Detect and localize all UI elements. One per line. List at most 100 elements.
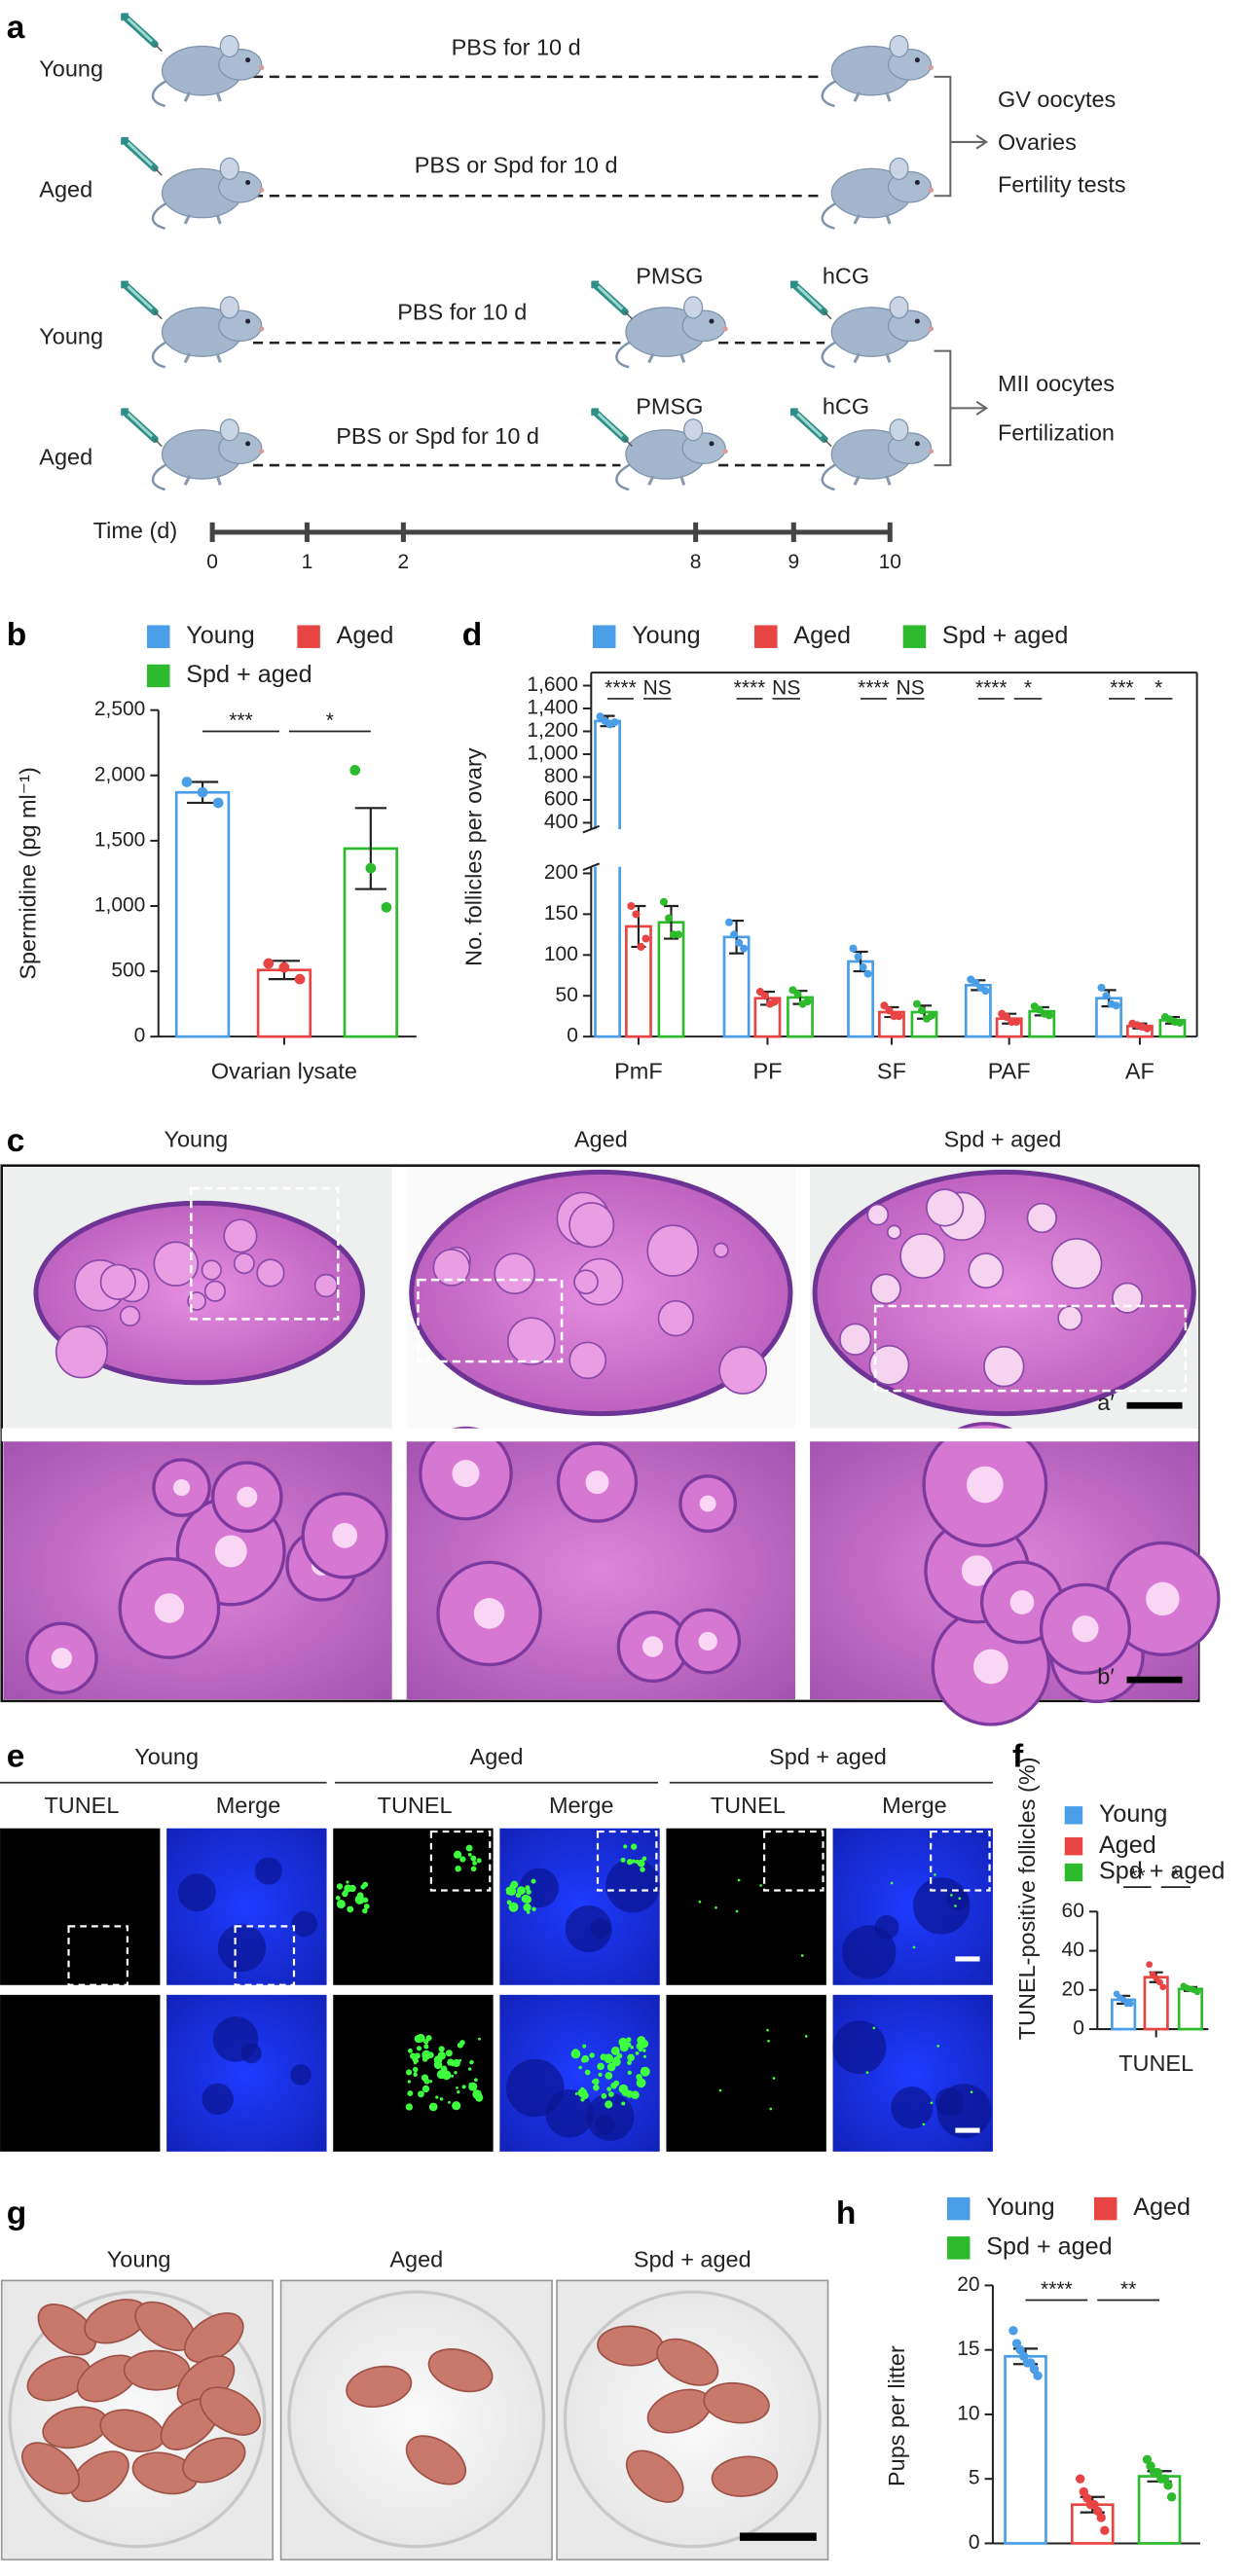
- column-label: Spd + aged: [634, 2246, 751, 2271]
- follicle: [657, 1299, 695, 1337]
- legend-label: Spd + aged: [986, 2232, 1112, 2260]
- tunel-signal: [934, 1873, 936, 1876]
- legend-swatch: [902, 625, 927, 648]
- tunel-signal: [440, 2065, 448, 2073]
- panel-label: c: [7, 1123, 25, 1159]
- tunel-signal: [457, 2089, 460, 2094]
- legend-label: Young: [632, 622, 700, 649]
- tunel-signal: [338, 1886, 342, 1890]
- panel-g: g Young Aged Spd + aged: [0, 2195, 829, 2561]
- fluorescence-image: [666, 1994, 826, 2152]
- mouse-icon: [614, 295, 730, 369]
- tunel-signal: [912, 1945, 916, 1949]
- follicle-outline: [177, 1873, 216, 1912]
- follicle: [1050, 1238, 1103, 1289]
- data-point: [675, 930, 683, 939]
- pup: [656, 2338, 719, 2386]
- oocyte: [642, 1636, 664, 1657]
- data-point: [637, 942, 645, 951]
- data-point: [725, 918, 734, 926]
- tunel-signal: [437, 2051, 447, 2060]
- tunel-signal: [890, 1881, 894, 1885]
- follicle: [1057, 1305, 1083, 1331]
- timeline-label: Time (d): [93, 518, 177, 543]
- y-axis-label: Pups per litter: [884, 2345, 909, 2486]
- tunel-signal: [456, 2086, 458, 2089]
- y-tick-label: 60: [1062, 1900, 1084, 1922]
- oocyte: [699, 1495, 716, 1512]
- tunel-signal: [936, 2044, 940, 2048]
- bar: [594, 719, 621, 1038]
- data-point: [803, 998, 812, 1006]
- y-tick-label: 0: [567, 1025, 578, 1047]
- dashed-lines: [253, 75, 825, 467]
- y-tick-label: 100: [544, 943, 578, 965]
- tunel-signal: [637, 2036, 646, 2045]
- chart: d 0 50 100 150 200 4006008001,0001,2001,4001,6…: [460, 617, 1198, 1083]
- y-axis-label: Spermidine (pg ml⁻¹): [15, 767, 40, 979]
- significance-label: ****: [975, 676, 1008, 699]
- group-label: Young: [134, 1744, 199, 1769]
- syringe-icon: [121, 137, 162, 175]
- tunel-signal: [582, 2044, 587, 2049]
- tunel-signal: [473, 2078, 478, 2083]
- tunel-signal: [769, 2107, 773, 2111]
- data-point: [1012, 1018, 1021, 1027]
- tunel-signal: [407, 2080, 412, 2084]
- tunel-signal: [605, 2100, 613, 2109]
- bar: [1177, 1987, 1203, 2031]
- legend-label: Young: [986, 2194, 1054, 2221]
- panel-a: a Young Aged Young Aged PBS for 10 d PBS…: [7, 10, 1126, 573]
- oocyte: [1009, 1590, 1035, 1615]
- syringe-icon: [591, 408, 632, 446]
- significance-label: *: [1172, 1866, 1180, 1888]
- column-label: Spd + aged: [944, 1127, 1062, 1152]
- tunel-signal: [531, 1878, 536, 1884]
- tunel-signal: [470, 1855, 477, 1862]
- tunel-signal: [476, 1858, 482, 1864]
- follicle: [870, 1273, 901, 1305]
- follicle-outline: [832, 2020, 887, 2075]
- tunel-signal: [627, 2070, 632, 2076]
- tunel-signal: [523, 1903, 531, 1912]
- data-point: [659, 897, 668, 906]
- legend-swatch: [147, 625, 170, 648]
- tunel-signal: [410, 2052, 417, 2059]
- tunel-signal: [421, 2050, 431, 2060]
- tunel-signal: [601, 2092, 607, 2099]
- legend-swatch: [1064, 1806, 1083, 1825]
- follicle-outline: [217, 1923, 267, 1973]
- oocyte: [214, 1535, 247, 1568]
- tunel-signal: [469, 2059, 474, 2065]
- tunel-signal: [641, 1856, 647, 1862]
- significance-label: **: [1129, 1866, 1145, 1888]
- significance-label: ****: [1041, 2278, 1073, 2301]
- pup: [427, 2348, 494, 2393]
- tunel-signal: [950, 1893, 953, 1897]
- tunel-signal: [407, 2048, 413, 2053]
- treatment: PBS or Spd for 10 d: [415, 152, 618, 177]
- follicle: [494, 1252, 536, 1295]
- follicle: [866, 1203, 890, 1226]
- data-point: [1102, 992, 1111, 1000]
- data-point: [1143, 1024, 1152, 1033]
- data-point: [1146, 1961, 1153, 1968]
- tunel-signal: [447, 2058, 455, 2066]
- data-point: [664, 914, 673, 923]
- tunel-signal: [636, 2078, 646, 2088]
- tunel-signal: [589, 2052, 595, 2058]
- outcome: Fertilization: [998, 419, 1115, 445]
- follicle-outline: [842, 1925, 897, 1979]
- data-point: [917, 1006, 926, 1015]
- oocyte: [237, 1486, 258, 1507]
- tunel-signal: [523, 1898, 527, 1902]
- tunel-signal: [872, 2026, 876, 2030]
- follicle: [1112, 1282, 1144, 1314]
- follicle: [926, 1188, 965, 1227]
- tunel-signal: [598, 2072, 603, 2078]
- tunel-signal: [468, 2083, 472, 2086]
- legend-label: Aged: [1133, 2194, 1191, 2221]
- follicle: [223, 1218, 258, 1253]
- tunel-signal: [526, 1889, 531, 1895]
